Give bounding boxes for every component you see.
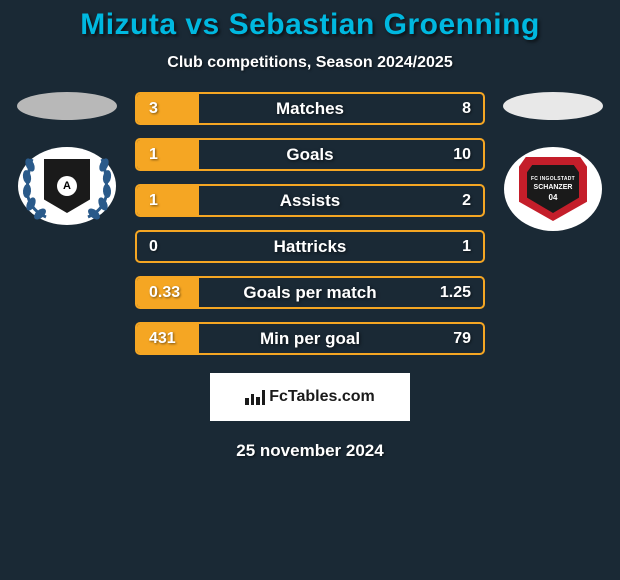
stat-fill-left: [137, 140, 199, 169]
comparison-infographic: Mizuta vs Sebastian Groenning Club compe…: [0, 0, 620, 580]
stat-value-left: 3: [149, 100, 158, 118]
badge-right-shield: FC INGOLSTADT SCHANZER 04: [519, 157, 587, 221]
stat-bar: 3 Matches 8: [135, 92, 485, 125]
club-badge-right: FC INGOLSTADT SCHANZER 04: [504, 147, 602, 231]
stat-value-right: 8: [462, 100, 471, 118]
subtitle: Club competitions, Season 2024/2025: [167, 54, 452, 72]
stat-value-right: 2: [462, 192, 471, 210]
footer-brand-box: FcTables.com: [210, 373, 410, 421]
club-badge-left: A: [18, 147, 116, 225]
player-left-oval: [17, 92, 117, 120]
badge-right-inner-text: SCHANZER: [534, 184, 573, 191]
stat-fill-left: [137, 186, 199, 215]
stat-fill-left: [137, 94, 199, 123]
stat-bar: 0.33 Goals per match 1.25: [135, 276, 485, 309]
middle-section: A 3Matches81Goals101Assists20Hattricks10…: [0, 92, 620, 355]
stat-value-left: 1: [149, 192, 158, 210]
stat-bar: 1 Assists 2: [135, 184, 485, 217]
badge-right-top-text: FC INGOLSTADT: [531, 176, 575, 182]
stat-label: Hattricks: [274, 237, 347, 257]
bar-chart-icon: [245, 389, 265, 405]
stat-bar: 1 Goals 10: [135, 138, 485, 171]
badge-right-number: 04: [549, 193, 558, 202]
stats-column: 3 Matches 8 1 Goals 10 1 Assists 2 0 Hattricks 1 0.3…: [135, 92, 485, 355]
page-title: Mizuta vs Sebastian Groenning: [80, 8, 540, 42]
stat-bar: 431 Min per goal 79: [135, 322, 485, 355]
stat-label: Goals per match: [243, 283, 376, 303]
stat-value-left: 1: [149, 146, 158, 164]
stat-label: Goals: [286, 145, 333, 165]
badge-left-shield: A: [44, 159, 90, 213]
player-right-oval: [503, 92, 603, 120]
stat-value-left: 0: [149, 238, 158, 256]
stat-label: Assists: [280, 191, 340, 211]
stat-value-right: 79: [453, 330, 471, 348]
badge-left-letter: A: [57, 176, 77, 196]
stat-label: Matches: [276, 99, 344, 119]
stat-bar: 0 Hattricks 1: [135, 230, 485, 263]
stat-value-right: 10: [453, 146, 471, 164]
stat-label: Min per goal: [260, 329, 360, 349]
stat-value-right: 1.25: [440, 284, 471, 302]
player-left-column: A: [17, 92, 117, 225]
stat-value-left: 0.33: [149, 284, 180, 302]
player-right-column: FC INGOLSTADT SCHANZER 04: [503, 92, 603, 231]
footer-brand-text: FcTables.com: [269, 388, 375, 406]
date-text: 25 november 2024: [236, 441, 383, 461]
stat-value-left: 431: [149, 330, 176, 348]
badge-right-inner: FC INGOLSTADT SCHANZER 04: [527, 165, 579, 213]
stat-value-right: 1: [462, 238, 471, 256]
